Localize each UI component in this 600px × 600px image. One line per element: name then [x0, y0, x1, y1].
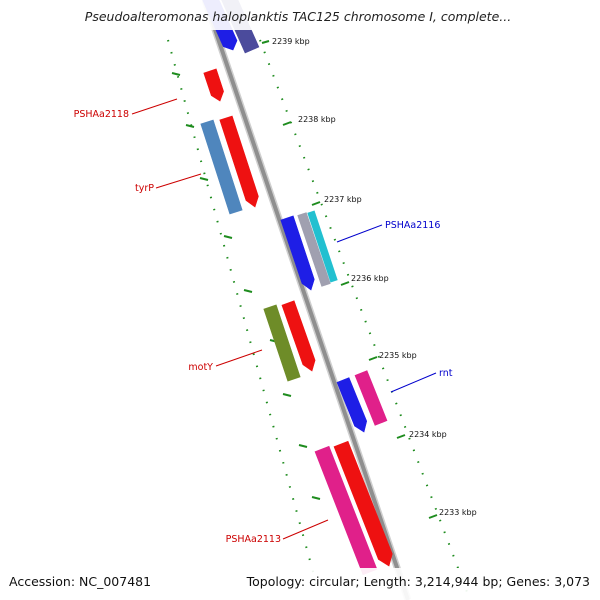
gene-arrow-shading: [219, 116, 259, 207]
tick-label-2236: 2236 kbp: [351, 274, 389, 283]
gene-arrow-shading: [203, 68, 224, 101]
gene-arrow-shading: [315, 446, 377, 575]
gene-arrow-shading: [297, 212, 331, 287]
gene-label-rnt[interactable]: rnt: [439, 368, 453, 379]
gene-label-moty[interactable]: motY: [188, 362, 213, 373]
topology-text: Topology: circular; Length: 3,214,944 bp…: [246, 574, 590, 589]
gene-features: [200, 0, 393, 576]
gene-arrow-shading: [200, 120, 243, 214]
tick-label-2239: 2239 kbp: [272, 37, 310, 46]
tick-label-2237: 2237 kbp: [324, 195, 362, 204]
gene-arrow-shading: [263, 304, 301, 382]
label-leaders: [131, 98, 437, 540]
accession-text: Accession: NC_007481: [9, 574, 151, 589]
tick-label-2238: 2238 kbp: [298, 115, 336, 124]
gene-arrow-shading: [307, 210, 338, 283]
ruler-track-inner: [167, 39, 319, 591]
footer-band: [0, 568, 600, 600]
gene-arrow-shading: [280, 215, 315, 290]
gene-arrow-shading: [337, 377, 367, 432]
tick-label-2234: 2234 kbp: [409, 430, 447, 439]
gene-label-pshaa2113[interactable]: PSHAa2113: [226, 534, 281, 545]
tick-label-2235: 2235 kbp: [379, 351, 417, 360]
gene-labels: PSHAa2118 tyrP PSHAa2116 motY rnt PSHAa2…: [74, 109, 453, 545]
gene-label-pshaa2118[interactable]: PSHAa2118: [74, 109, 129, 120]
gene-arrow-shading: [355, 370, 387, 426]
tick-label-2233: 2233 kbp: [439, 508, 477, 517]
map-title: Pseudoalteromonas haloplanktis TAC125 ch…: [85, 9, 511, 24]
tick-labels: 2239 kbp 2238 kbp 2237 kbp 2236 kbp 2235…: [272, 37, 477, 517]
gene-arrow-shading: [334, 441, 393, 566]
gene-label-tyrp[interactable]: tyrP: [135, 183, 154, 194]
gene-label-pshaa2116[interactable]: PSHAa2116: [385, 220, 440, 231]
backbone: [203, 0, 410, 600]
outer-ticks: [261, 40, 438, 519]
title-band: [0, 0, 600, 30]
gene-arrow-shading: [281, 300, 316, 371]
